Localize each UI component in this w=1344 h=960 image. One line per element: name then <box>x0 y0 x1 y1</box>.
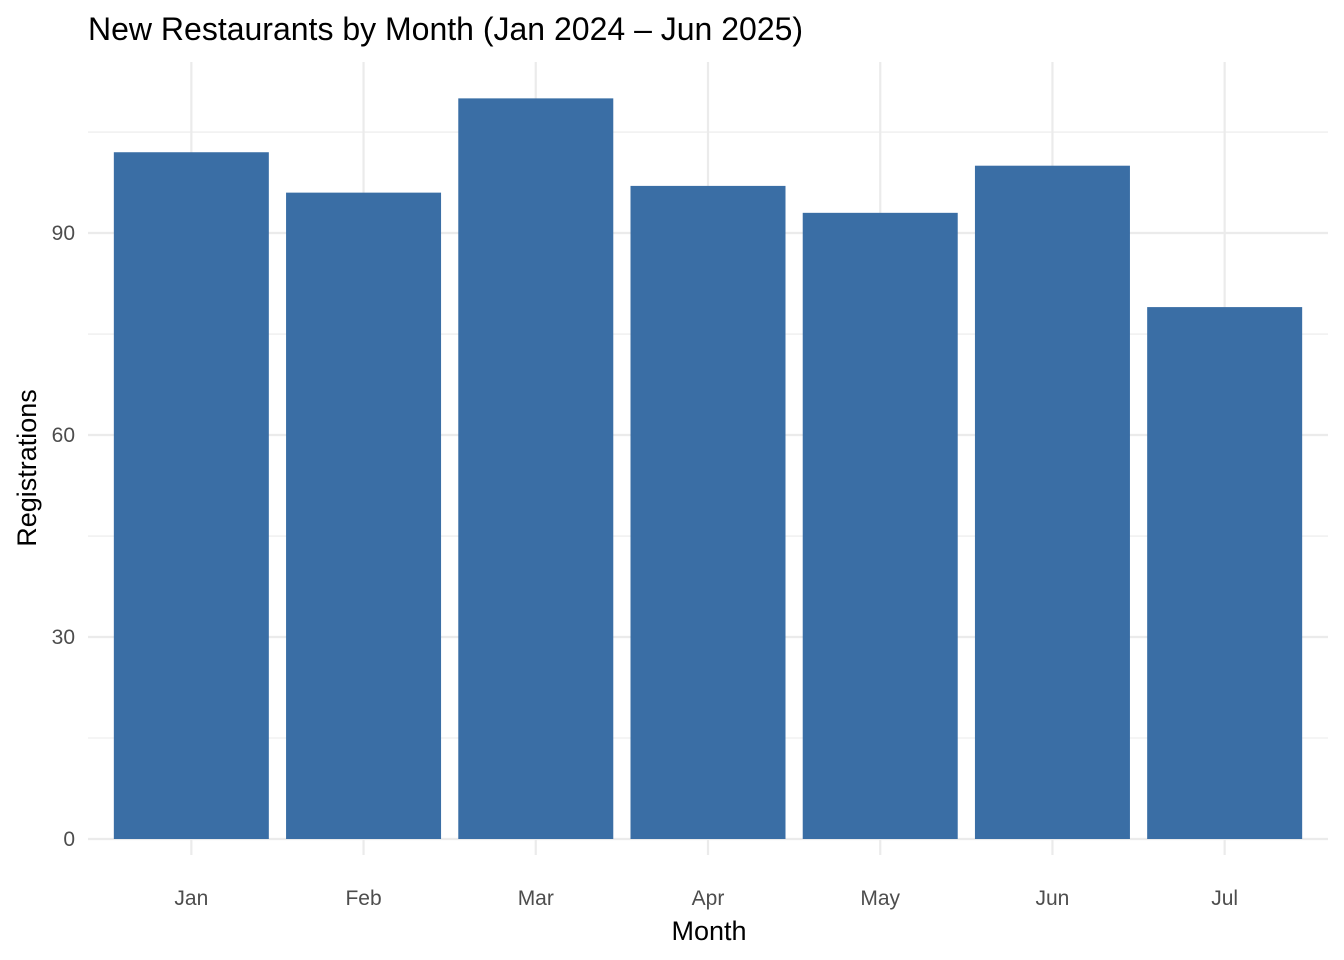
bar-may <box>802 212 958 839</box>
y-tick-label: 0 <box>63 828 75 851</box>
x-tick-label-jan: Jan <box>174 887 208 910</box>
x-axis-title: Month <box>671 916 746 946</box>
y-tick-labels: 0 30 60 90 <box>52 222 75 851</box>
bar-jun <box>974 165 1130 839</box>
x-tick-label-apr: Apr <box>692 887 725 910</box>
y-tick-label: 30 <box>52 626 75 649</box>
bar-apr <box>630 185 786 840</box>
y-tick-label: 90 <box>52 222 75 245</box>
bars <box>113 98 1303 840</box>
bar-feb <box>286 192 442 839</box>
bar-jan <box>113 152 269 839</box>
x-tick-label-mar: Mar <box>518 887 554 910</box>
bar-mar <box>458 98 614 840</box>
y-axis-title: Registrations <box>12 389 42 547</box>
x-tick-label-feb: Feb <box>345 887 381 910</box>
y-tick-label: 60 <box>52 424 75 447</box>
x-tick-label-may: May <box>860 887 900 910</box>
x-tick-label-jul: Jul <box>1211 887 1238 910</box>
x-tick-labels: Jan Feb Mar Apr May Jun Jul <box>174 887 1238 910</box>
bar-jul <box>1147 307 1303 839</box>
x-tick-label-jun: Jun <box>1036 887 1070 910</box>
chart-title: New Restaurants by Month (Jan 2024 – Jun… <box>88 11 803 47</box>
